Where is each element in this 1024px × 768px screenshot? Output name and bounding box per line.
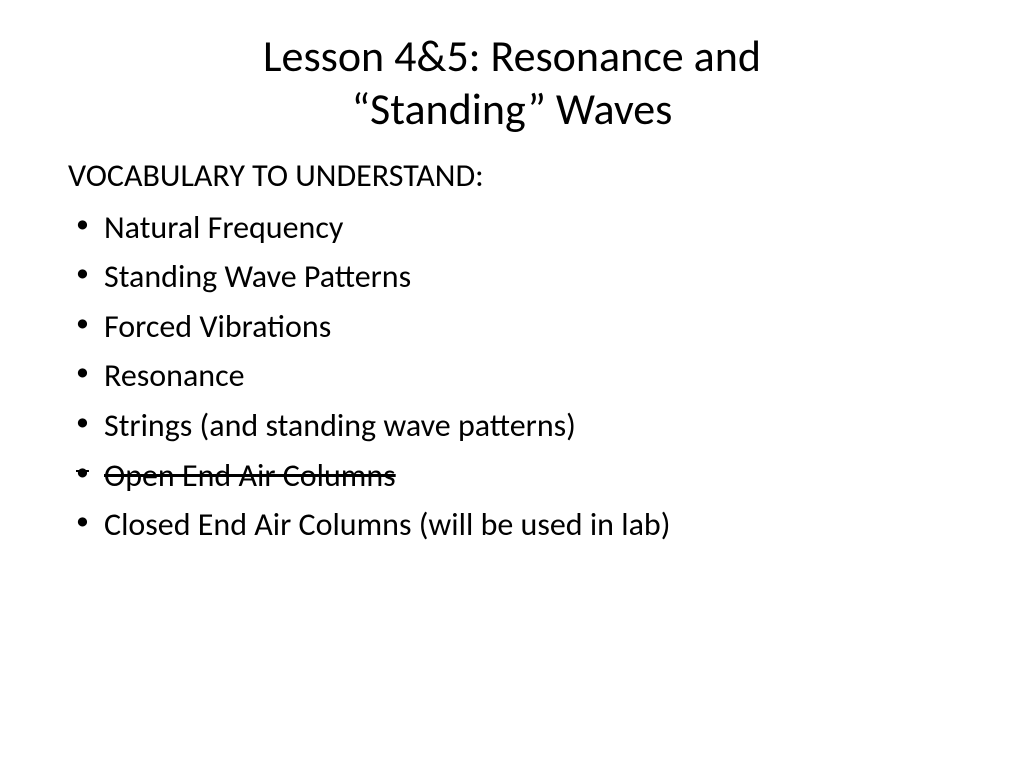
vocab-list: Natural Frequency Standing Wave Patterns F… (68, 203, 964, 550)
list-item-text: Open End Air Columns (104, 456, 396, 495)
list-item-text: Strings (and standing wave patterns) (104, 406, 576, 445)
list-item-text: Natural Frequency (104, 208, 343, 247)
list-item-text: Standing Wave Patterns (104, 257, 411, 296)
list-item: Resonance (68, 351, 964, 401)
slide-title: Lesson 4&5: Resonance and “Standing” Wav… (60, 30, 964, 136)
list-item: Strings (and standing wave patterns) (68, 401, 964, 451)
list-item: Standing Wave Patterns (68, 252, 964, 302)
list-item: Natural Frequency (68, 203, 964, 253)
list-item: Open End Air Columns (68, 451, 964, 501)
title-line-2: “Standing” Waves (352, 82, 673, 136)
list-item: Forced Vibrations (68, 302, 964, 352)
list-item-text: Forced Vibrations (104, 307, 331, 346)
list-item-text: Resonance (104, 356, 245, 395)
list-item-text: Closed End Air Columns (will be used in … (104, 505, 670, 544)
list-item: Closed End Air Columns (will be used in … (68, 500, 964, 550)
slide-subheading: VOCABULARY TO UNDERSTAND: (68, 156, 964, 195)
title-line-1: Lesson 4&5: Resonance and (263, 29, 761, 83)
